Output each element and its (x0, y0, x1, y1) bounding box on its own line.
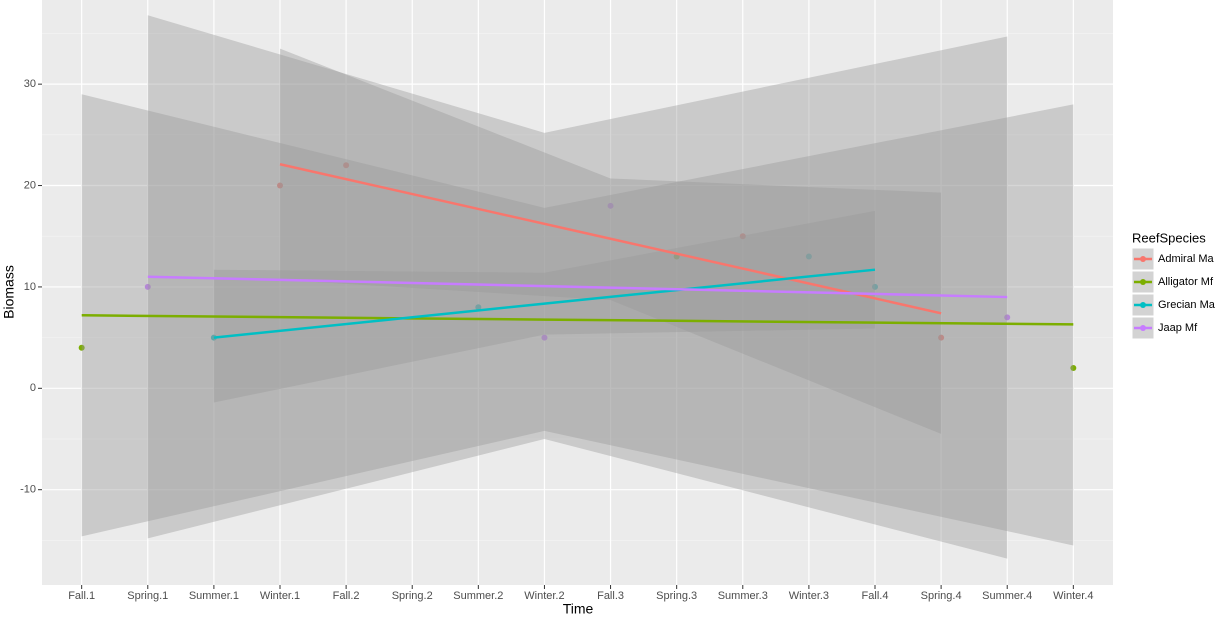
x-tick-label: Winter.4 (1053, 590, 1093, 602)
y-tick-label: 20 (24, 179, 36, 191)
x-tick-label: Winter.2 (524, 590, 564, 602)
y-tick-label: 10 (24, 281, 36, 293)
x-tick-label: Winter.1 (260, 590, 300, 602)
legend-dot (1140, 256, 1146, 262)
legend-label: Alligator Mf (1158, 276, 1214, 288)
x-tick-label: Fall.4 (862, 590, 889, 602)
point (1004, 314, 1011, 321)
x-tick-label: Summer.1 (189, 590, 239, 602)
point (739, 233, 746, 240)
point (78, 344, 85, 351)
fit-line (213, 268, 876, 339)
legend-dot (1140, 302, 1146, 308)
legend-title: ReefSpecies (1132, 230, 1206, 245)
x-tick-label: Fall.3 (597, 590, 624, 602)
fit-line (147, 275, 1008, 299)
x-tick-label: Fall.2 (333, 590, 360, 602)
y-tick-label: -10 (20, 484, 36, 496)
x-tick-label: Fall.1 (68, 590, 95, 602)
x-tick-label: Winter.3 (789, 590, 829, 602)
point (144, 283, 151, 290)
point (607, 202, 614, 209)
point (1070, 365, 1077, 372)
x-tick-label: Spring.4 (921, 590, 962, 602)
x-tick-label: Spring.2 (392, 590, 433, 602)
legend-label: Admiral Ma (1158, 253, 1215, 265)
fit-line (81, 314, 1074, 326)
point (805, 253, 812, 260)
point (475, 304, 482, 311)
x-tick-label: Spring.3 (656, 590, 697, 602)
confidence-band (280, 48, 942, 434)
y-axis-title: Biomass (1, 265, 17, 319)
point (872, 283, 878, 290)
y-tick-label: 0 (30, 382, 36, 394)
point (938, 334, 945, 341)
point (277, 182, 283, 189)
legend-dot (1140, 279, 1146, 285)
fit-line (279, 163, 942, 315)
legend-dot (1140, 325, 1146, 331)
point (343, 162, 350, 169)
point (541, 334, 548, 341)
y-tick-label: 30 (24, 78, 36, 90)
x-tick-label: Summer.4 (982, 590, 1032, 602)
x-tick-label: Spring.1 (127, 590, 168, 602)
confidence-band (213, 210, 875, 403)
plot-background (42, 0, 1113, 585)
x-tick-label: Summer.3 (718, 590, 768, 602)
x-axis-title: Time (563, 601, 594, 617)
legend-label: Grecian Ma (1158, 299, 1216, 311)
legend-label: Jaap Mf (1158, 322, 1198, 334)
x-tick-label: Summer.2 (453, 590, 503, 602)
